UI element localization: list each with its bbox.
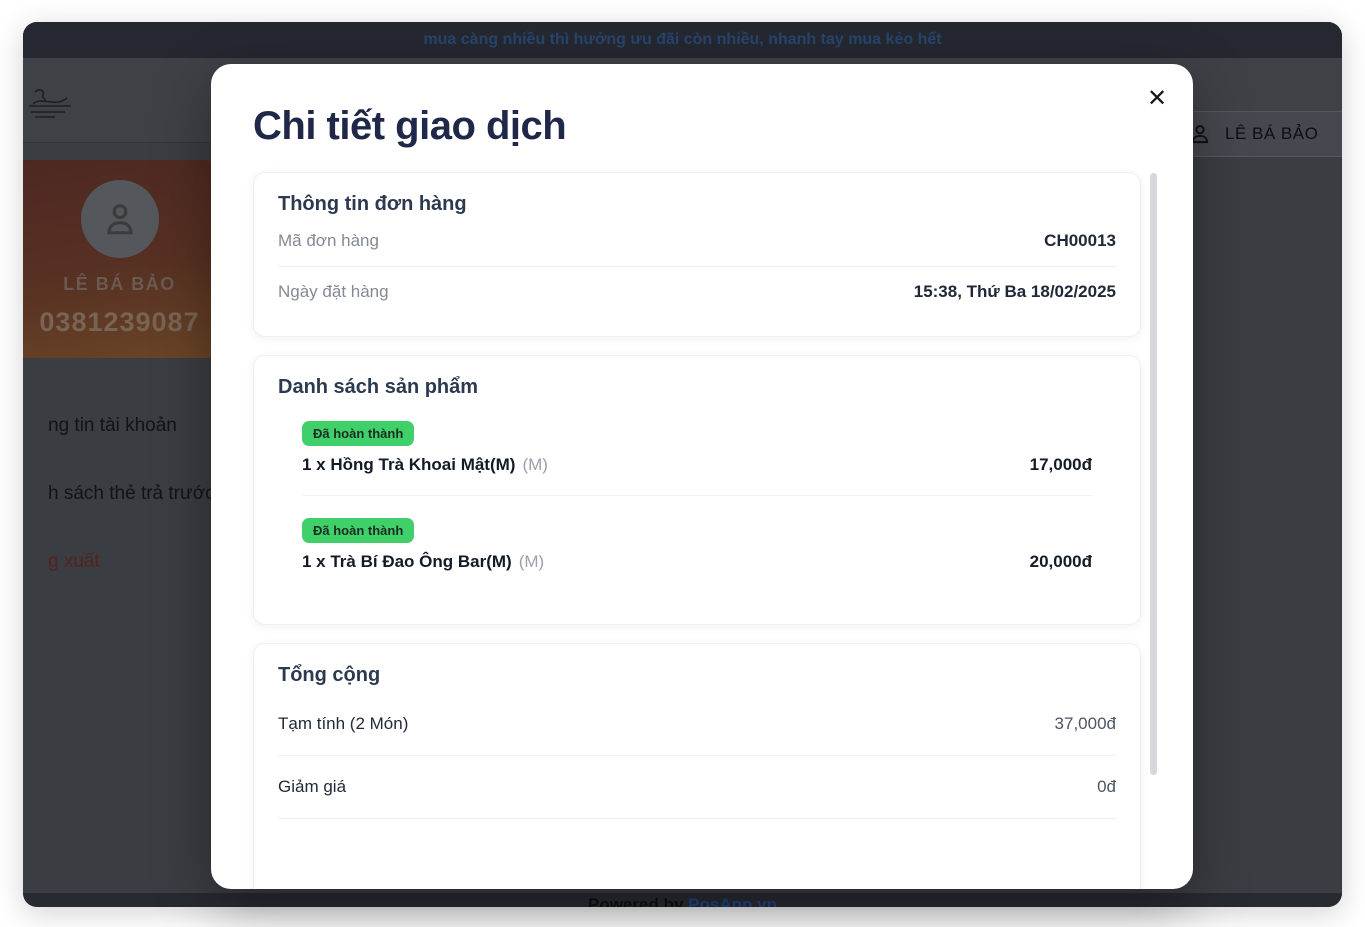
product-variant: (M) (518, 552, 545, 571)
subtotal-row: Tạm tính (2 Món) 37,000đ (278, 693, 1116, 755)
product-variant: (M) (522, 455, 548, 474)
divider (278, 755, 1116, 756)
discount-value: 0đ (1097, 777, 1116, 796)
profile-phone: 0381239087 (39, 307, 200, 337)
product-item: Đã hoàn thành 1 x Hồng Trà Khoai Mật(M) (… (302, 421, 1092, 496)
posapp-link[interactable]: PosApp.vn (688, 895, 777, 907)
product-item: Đã hoàn thành 1 x Trà Bí Đao Ông Bar(M) (… (302, 518, 1092, 572)
status-badge: Đã hoàn thành (302, 518, 415, 543)
product-list-card: Danh sách sản phẩm Đã hoàn thành 1 x Hồn… (253, 355, 1141, 625)
powered-by-label: Powered by (588, 895, 684, 907)
product-row: 1 x Trà Bí Đao Ông Bar(M) (M) 20,000đ (302, 552, 1092, 572)
sidebar-item-prepaid-cards[interactable]: h sách thẻ trả trước (48, 483, 215, 504)
profile-card: LÊ BÁ BẢO 0381239087 (23, 160, 216, 358)
avatar (80, 180, 159, 258)
sidebar-item-logout[interactable]: g xuất (48, 551, 100, 572)
divider (278, 266, 1116, 267)
order-code-row: Mã đơn hàng CH00013 (278, 216, 1116, 266)
product-name: 1 x Hồng Trà Khoai Mật(M) (302, 455, 516, 474)
modal-title: Chi tiết giao dịch (253, 104, 567, 148)
discount-row: Giảm giá 0đ (278, 756, 1116, 818)
totals-card: Tổng cộng Tạm tính (2 Món) 37,000đ Giảm … (253, 643, 1141, 889)
status-badge: Đã hoàn thành (302, 421, 415, 446)
totals-heading: Tổng cộng (278, 664, 381, 686)
order-date-label: Ngày đặt hàng (278, 282, 389, 301)
order-code-value: CH00013 (1044, 231, 1116, 250)
divider (302, 495, 1092, 496)
person-icon (1191, 125, 1209, 144)
order-info-card: Thông tin đơn hàng Mã đơn hàng CH00013 N… (253, 172, 1141, 337)
footer-text: Powered by PosApp.vn (588, 893, 777, 907)
product-name: 1 x Trà Bí Đao Ông Bar(M) (302, 552, 512, 571)
order-date-value: 15:38, Thứ Ba 18/02/2025 (913, 282, 1116, 301)
sidebar-item-account-info[interactable]: ng tin tài khoản (48, 415, 177, 436)
profile-name: LÊ BÁ BẢO (63, 274, 176, 294)
divider (278, 818, 1116, 819)
user-account-label: LÊ BÁ BẢO (1225, 124, 1319, 143)
footer: Powered by PosApp.vn (23, 893, 1342, 907)
subtotal-value: 37,000đ (1054, 714, 1116, 733)
order-info-heading: Thông tin đơn hàng (278, 193, 467, 215)
product-row: 1 x Hồng Trà Khoai Mật(M) (M) 17,000đ (302, 455, 1092, 475)
subtotal-label: Tạm tính (2 Món) (278, 714, 409, 733)
person-icon (106, 204, 133, 235)
close-icon[interactable]: ✕ (1146, 84, 1168, 112)
transaction-detail-modal: ✕ Chi tiết giao dịch Thông tin đơn hàng … (211, 64, 1193, 889)
store-logo (25, 86, 75, 126)
order-date-row: Ngày đặt hàng 15:38, Thứ Ba 18/02/2025 (278, 267, 1116, 317)
promo-banner-text: mua càng nhiều thì hưởng ưu đãi còn nhiề… (423, 31, 942, 48)
product-price: 17,000đ (1029, 455, 1092, 474)
discount-label: Giảm giá (278, 777, 347, 796)
order-code-label: Mã đơn hàng (278, 231, 379, 250)
product-list-heading: Danh sách sản phẩm (278, 376, 479, 398)
product-price: 20,000đ (1029, 552, 1092, 571)
promo-banner: mua càng nhiều thì hưởng ưu đãi còn nhiề… (23, 22, 1342, 58)
user-account-button[interactable]: LÊ BÁ BẢO (1170, 111, 1342, 157)
modal-scrollbar[interactable] (1150, 173, 1157, 775)
